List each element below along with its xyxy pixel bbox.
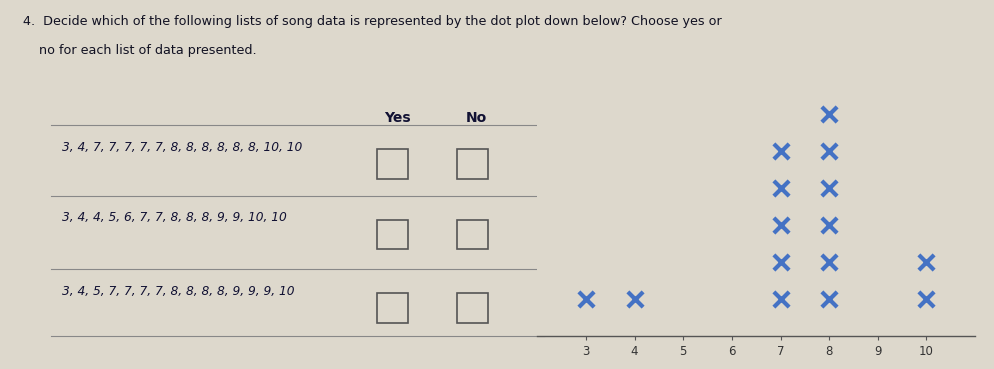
Bar <box>377 220 408 249</box>
Bar <box>456 149 487 179</box>
Bar <box>456 293 487 323</box>
Text: 3, 4, 4, 5, 6, 7, 7, 8, 8, 8, 9, 9, 10, 10: 3, 4, 4, 5, 6, 7, 7, 8, 8, 8, 9, 9, 10, … <box>63 211 287 224</box>
Point <box>578 296 593 302</box>
Point <box>626 296 642 302</box>
Bar <box>456 220 487 249</box>
Point <box>917 296 933 302</box>
Point <box>820 222 836 228</box>
Point <box>820 296 836 302</box>
Point <box>820 148 836 154</box>
Text: Yes: Yes <box>384 111 410 125</box>
Point <box>820 111 836 117</box>
Text: 3, 4, 5, 7, 7, 7, 7, 8, 8, 8, 8, 9, 9, 9, 10: 3, 4, 5, 7, 7, 7, 7, 8, 8, 8, 8, 9, 9, 9… <box>63 285 294 298</box>
Point <box>771 296 787 302</box>
Point <box>771 222 787 228</box>
Point <box>917 259 933 265</box>
Text: 3, 4, 7, 7, 7, 7, 7, 8, 8, 8, 8, 8, 8, 10, 10: 3, 4, 7, 7, 7, 7, 7, 8, 8, 8, 8, 8, 8, 1… <box>63 141 302 154</box>
Point <box>771 185 787 191</box>
Point <box>771 148 787 154</box>
Point <box>771 259 787 265</box>
Point <box>820 259 836 265</box>
Point <box>820 185 836 191</box>
Text: No: No <box>465 111 486 125</box>
Text: no for each list of data presented.: no for each list of data presented. <box>23 44 256 57</box>
Bar <box>377 149 408 179</box>
Bar <box>377 293 408 323</box>
Text: 4.  Decide which of the following lists of song data is represented by the dot p: 4. Decide which of the following lists o… <box>23 15 721 28</box>
